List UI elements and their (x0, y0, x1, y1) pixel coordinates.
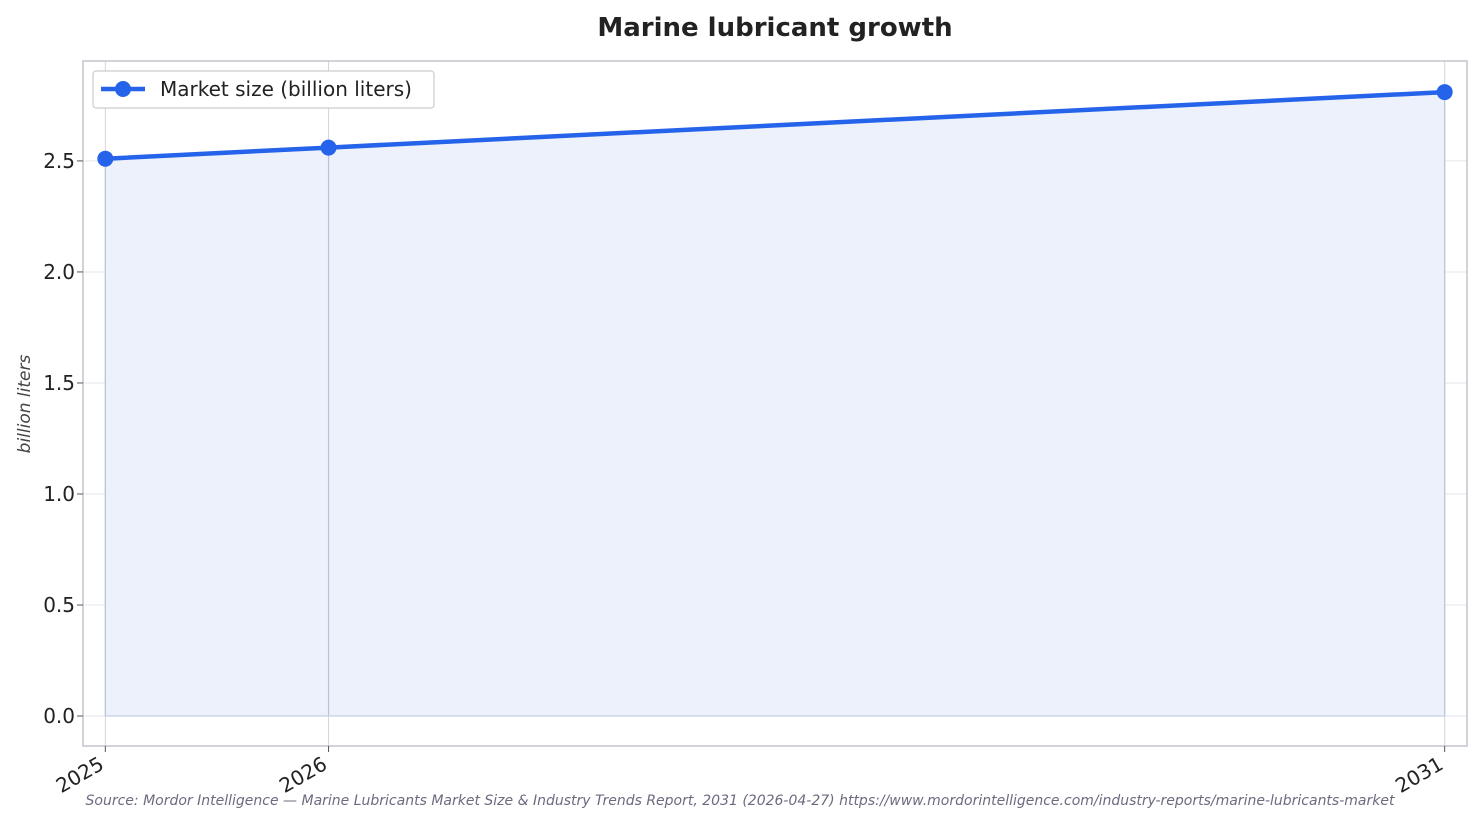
legend: Market size (billion liters) (92, 70, 435, 109)
source-note: Source: Mordor Intelligence — Marine Lub… (86, 793, 1395, 809)
series-area-fill (105, 92, 1445, 717)
y-tick-label-5: 2.5 (43, 149, 75, 173)
x-tick-label-0: 2025 (52, 752, 108, 798)
y-tick-label-0: 0.0 (43, 704, 75, 728)
data-point-2031 (1436, 84, 1453, 101)
legend-marker-swatch (115, 81, 131, 97)
data-point-2026 (320, 139, 337, 156)
legend-entry-label: Market size (billion liters) (160, 77, 412, 101)
plot-frame (82, 60, 1468, 747)
x-tick-label-2: 2031 (1391, 752, 1447, 798)
y-tick-label-1: 0.5 (43, 593, 75, 617)
y-tick-label-3: 1.5 (43, 371, 75, 395)
x-tick-label-1: 2026 (275, 752, 331, 798)
plot-area: 0.0 0.5 1.0 1.5 2.0 2.5 2025 2026 2031 (43, 60, 1468, 798)
y-axis-label: billion liters (15, 355, 35, 454)
chart-title: Marine lubricant growth (597, 13, 952, 43)
data-point-2025 (97, 150, 114, 167)
y-tick-label-2: 1.0 (43, 482, 75, 506)
legend-box (92, 70, 435, 109)
y-tick-label-4: 2.0 (43, 260, 75, 284)
